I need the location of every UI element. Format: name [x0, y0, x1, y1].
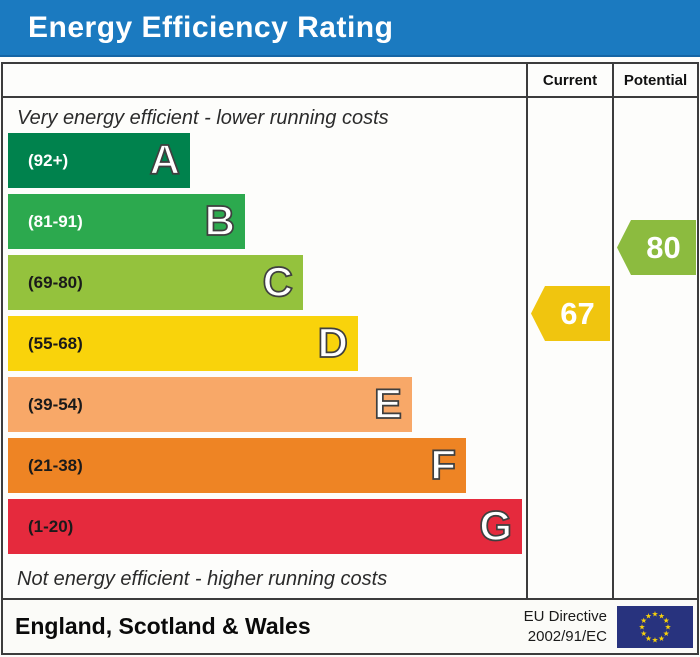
epc-table: Current Potential Very energy efficient …	[1, 62, 699, 655]
band-row-f: (21-38) F	[8, 438, 526, 493]
column-header-current: Current	[526, 64, 612, 96]
bands-list: (92+) A (81-91) B (69-80) C	[8, 133, 526, 554]
potential-arrow-shape	[617, 220, 696, 275]
svg-text:★: ★	[652, 609, 659, 618]
band-row-c: (69-80) C	[8, 255, 526, 310]
svg-text:★: ★	[663, 629, 670, 638]
band-row-a: (92+) A	[8, 133, 526, 188]
band-bar-b: (81-91) B	[8, 194, 245, 249]
eu-directive-line1: EU Directive	[523, 608, 607, 625]
band-bar-d: (55-68) D	[8, 316, 358, 371]
svg-text:★: ★	[658, 611, 665, 620]
current-arrow-shape	[531, 286, 610, 341]
band-bar-f: (21-38) F	[8, 438, 466, 493]
band-bar-e: (39-54) E	[8, 377, 412, 432]
left-pointer-icon	[531, 286, 610, 341]
band-letter: F	[430, 440, 457, 488]
band-range-label: (21-38)	[28, 455, 83, 475]
svg-text:★: ★	[663, 616, 670, 625]
bands-column: Very energy efficient - lower running co…	[3, 98, 526, 598]
svg-text:★: ★	[645, 633, 652, 642]
left-pointer-icon	[617, 220, 696, 275]
band-range-label: (55-68)	[28, 333, 83, 353]
potential-column	[612, 98, 697, 598]
eu-flag-field	[617, 605, 693, 648]
potential-rating-value: 80	[646, 229, 681, 265]
band-row-e: (39-54) E	[8, 377, 526, 432]
svg-text:★: ★	[658, 633, 665, 642]
band-row-g: (1-20) G	[8, 499, 526, 554]
current-rating-arrow: 67	[531, 286, 610, 341]
eu-directive-line2: 2002/91/EC	[527, 627, 607, 645]
band-range-label: (39-54)	[28, 394, 83, 414]
column-header-row: Current Potential	[3, 64, 697, 98]
band-bar-g: (1-20) G	[8, 499, 522, 554]
band-bar-a: (92+) A	[8, 133, 190, 188]
svg-text:★: ★	[640, 629, 647, 638]
svg-text:★: ★	[645, 611, 652, 620]
chart-header: Energy Efficiency Rating	[0, 0, 700, 57]
svg-text:★: ★	[640, 616, 647, 625]
band-letter: C	[262, 257, 294, 305]
svg-text:★: ★	[665, 622, 672, 631]
eu-directive-label: EU Directive 2002/91/EC	[524, 607, 607, 646]
bottom-note: Not energy efficient - higher running co…	[17, 568, 388, 590]
band-letter: E	[373, 379, 403, 427]
band-range-label: (1-20)	[28, 516, 74, 536]
svg-text:★: ★	[639, 622, 646, 631]
current-rating-value: 67	[560, 295, 595, 331]
band-row-d: (55-68) D	[8, 316, 526, 371]
footer-region-label: England, Scotland & Wales	[15, 613, 311, 639]
svg-text:★: ★	[652, 635, 659, 644]
column-header-main	[3, 64, 526, 96]
band-range-label: (69-80)	[28, 272, 83, 292]
current-column	[526, 98, 612, 598]
band-range-label: (81-91)	[28, 211, 83, 231]
band-row-b: (81-91) B	[8, 194, 526, 249]
eu-flag-stars: ★ ★ ★ ★ ★ ★ ★ ★ ★ ★ ★ ★	[639, 609, 672, 644]
footer-row: England, Scotland & Wales EU Directive 2…	[3, 598, 697, 653]
band-letter: B	[204, 196, 236, 244]
band-bar-c: (69-80) C	[8, 255, 303, 310]
page-title: Energy Efficiency Rating	[28, 10, 394, 44]
eu-flag-icon: ★ ★ ★ ★ ★ ★ ★ ★ ★ ★ ★ ★	[617, 605, 693, 648]
band-range-label: (92+)	[28, 150, 69, 170]
potential-rating-arrow: 80	[617, 220, 696, 275]
band-letter: D	[317, 318, 349, 366]
top-note: Very energy efficient - lower running co…	[17, 107, 389, 129]
chart-body: Very energy efficient - lower running co…	[3, 98, 697, 598]
column-header-potential: Potential	[612, 64, 697, 96]
band-letter: A	[149, 135, 181, 183]
band-letter: G	[478, 501, 512, 549]
